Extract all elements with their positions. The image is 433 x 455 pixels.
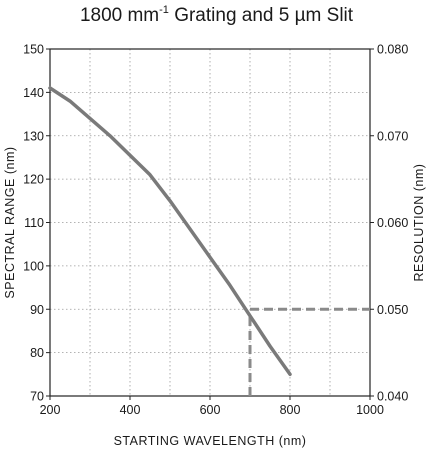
x-tick-label: 800 xyxy=(280,403,301,417)
chart-title-superscript: -1 xyxy=(159,4,169,16)
y-tick-label: 150 xyxy=(23,43,44,57)
y2-tick-label: 0.070 xyxy=(377,129,408,143)
y-tick-label: 100 xyxy=(23,259,44,273)
axis-ticks: 200 400 600 800 1000 70 80 90 100 110 120 130 140 150… xyxy=(23,43,408,418)
series-line-spectral-range xyxy=(48,86,292,377)
x-tick-label: 1000 xyxy=(356,403,384,417)
y-tick-label: 110 xyxy=(24,216,44,230)
y-tick-label: 80 xyxy=(30,346,44,360)
y2-tick-label: 0.040 xyxy=(377,390,408,404)
y2-tick-label: 0.080 xyxy=(377,43,408,57)
y2-axis-label: RESOLUTION (nm) xyxy=(412,164,426,282)
y-tick-label: 140 xyxy=(23,86,44,100)
y2-tick-label: 0.060 xyxy=(377,216,408,230)
chart-title-suffix: Grating and 5 µm Slit xyxy=(168,5,354,26)
y-tick-label: 130 xyxy=(23,129,44,143)
x-tick-label: 600 xyxy=(200,403,221,417)
y-axis-label: SPECTRAL RANGE (nm) xyxy=(3,146,17,298)
y-tick-label: 70 xyxy=(30,390,44,404)
annotation-layer xyxy=(248,307,370,396)
x-tick-label: 200 xyxy=(40,403,61,417)
x-tick-label: 400 xyxy=(120,403,141,417)
chart-title-prefix: 1800 mm xyxy=(79,5,160,26)
y-tick-label: 120 xyxy=(23,173,44,187)
x-axis-label: STARTING WAVELENGTH (nm) xyxy=(114,434,307,448)
y2-tick-label: 0.050 xyxy=(377,303,408,317)
chart-title: 1800 mm-1 Grating and 5 µm Slit xyxy=(0,4,433,27)
series-layer xyxy=(48,86,292,377)
grid-lines xyxy=(50,49,370,396)
y-tick-label: 90 xyxy=(30,303,44,317)
